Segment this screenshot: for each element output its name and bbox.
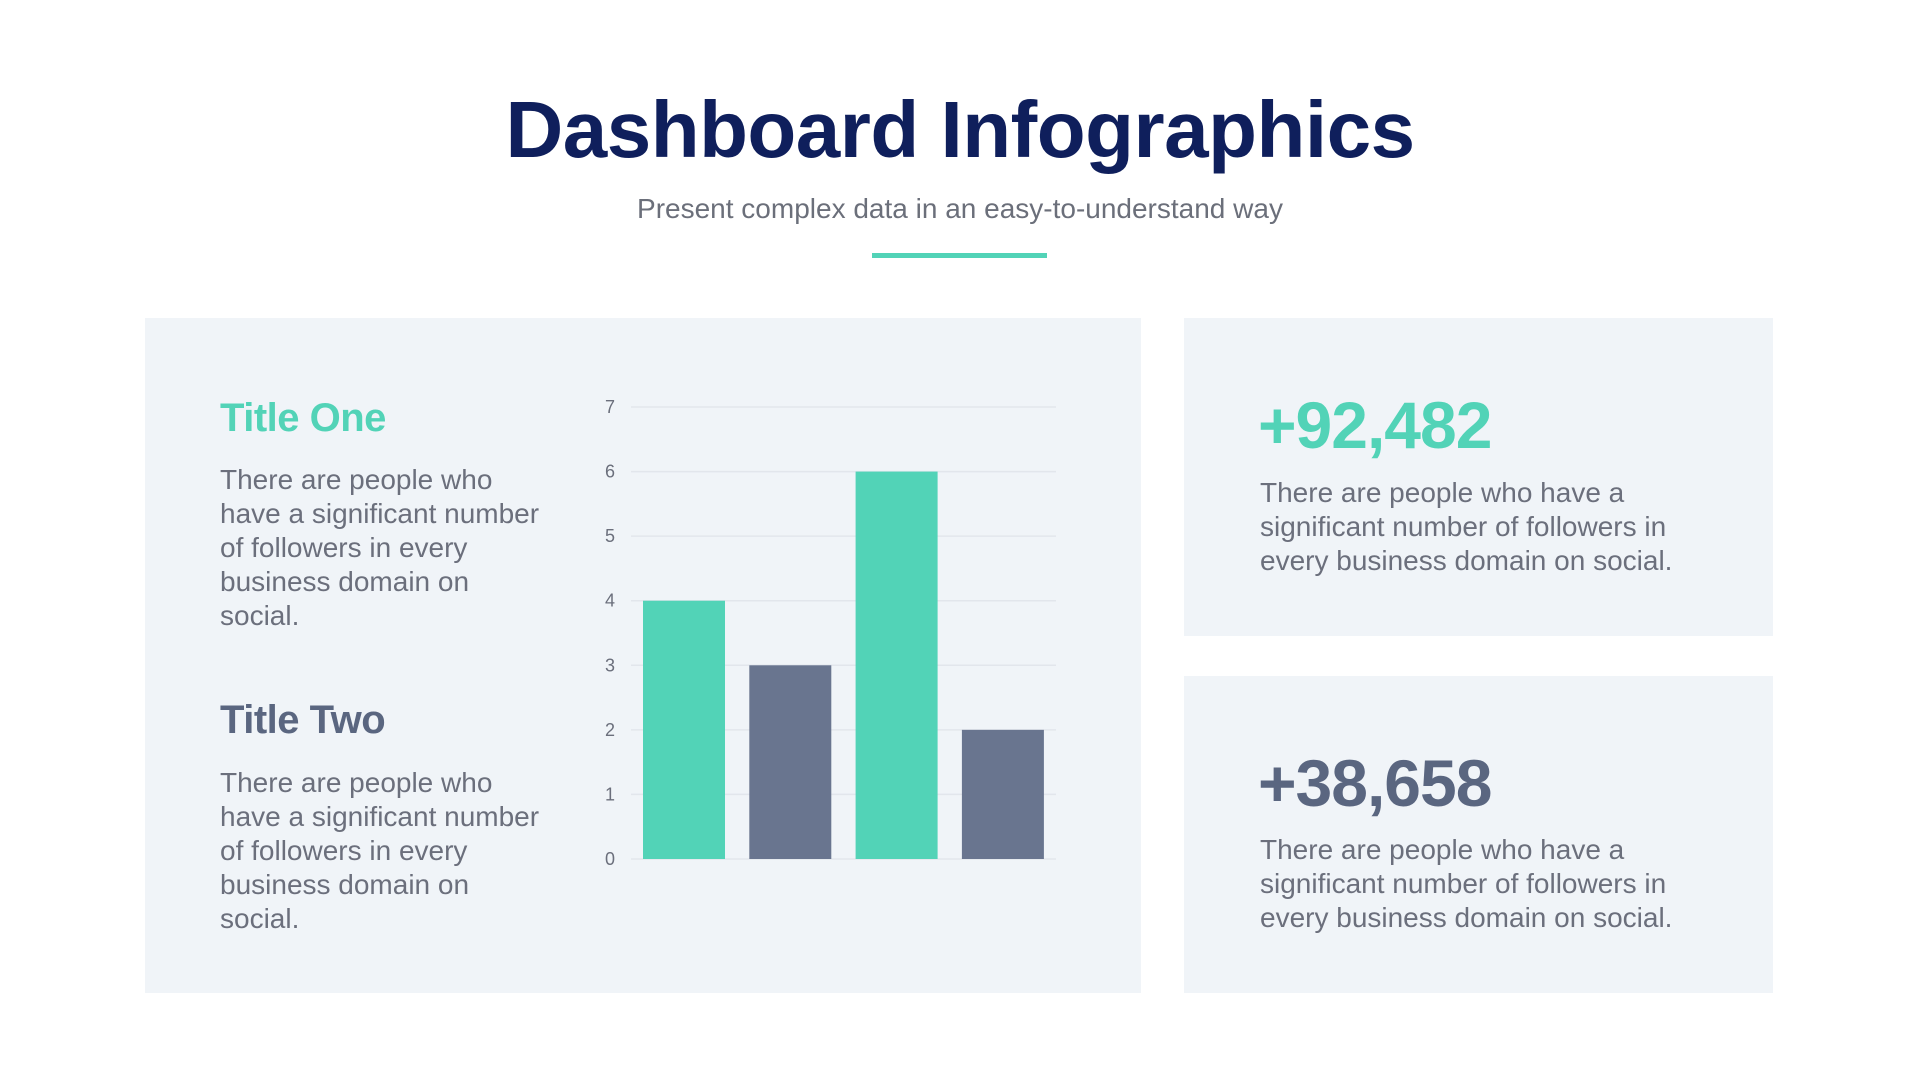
y-tick-label: 7 xyxy=(605,397,615,417)
stat-text-2: There are people who have a significant … xyxy=(1260,834,1673,933)
y-tick-label: 5 xyxy=(605,526,615,546)
title-one: Title One xyxy=(220,396,386,440)
y-tick-label: 3 xyxy=(605,655,615,675)
bar-4 xyxy=(961,729,1044,859)
stat-text-1: There are people who have a significant … xyxy=(1260,477,1673,576)
bar-1 xyxy=(643,600,725,859)
title-underline xyxy=(872,253,1047,258)
y-tick-label: 0 xyxy=(605,849,615,869)
stat-value-2: +38,658 xyxy=(1258,746,1492,820)
title-one-text: There are people who have a significant … xyxy=(220,464,540,631)
page-subtitle: Present complex data in an easy-to-under… xyxy=(637,193,1283,224)
bar-2 xyxy=(749,665,832,859)
title-two: Title Two xyxy=(220,698,386,742)
bar-3 xyxy=(855,471,938,859)
stat-value-1: +92,482 xyxy=(1258,388,1492,462)
y-tick-label: 2 xyxy=(605,720,615,740)
y-tick-label: 6 xyxy=(605,462,615,482)
title-two-text: There are people who have a significant … xyxy=(220,767,540,934)
stat-panel-1 xyxy=(1184,318,1773,636)
y-tick-label: 1 xyxy=(605,784,615,804)
stat-panel-2 xyxy=(1184,676,1773,993)
y-tick-label: 4 xyxy=(605,591,615,611)
page-title: Dashboard Infographics xyxy=(505,85,1415,174)
